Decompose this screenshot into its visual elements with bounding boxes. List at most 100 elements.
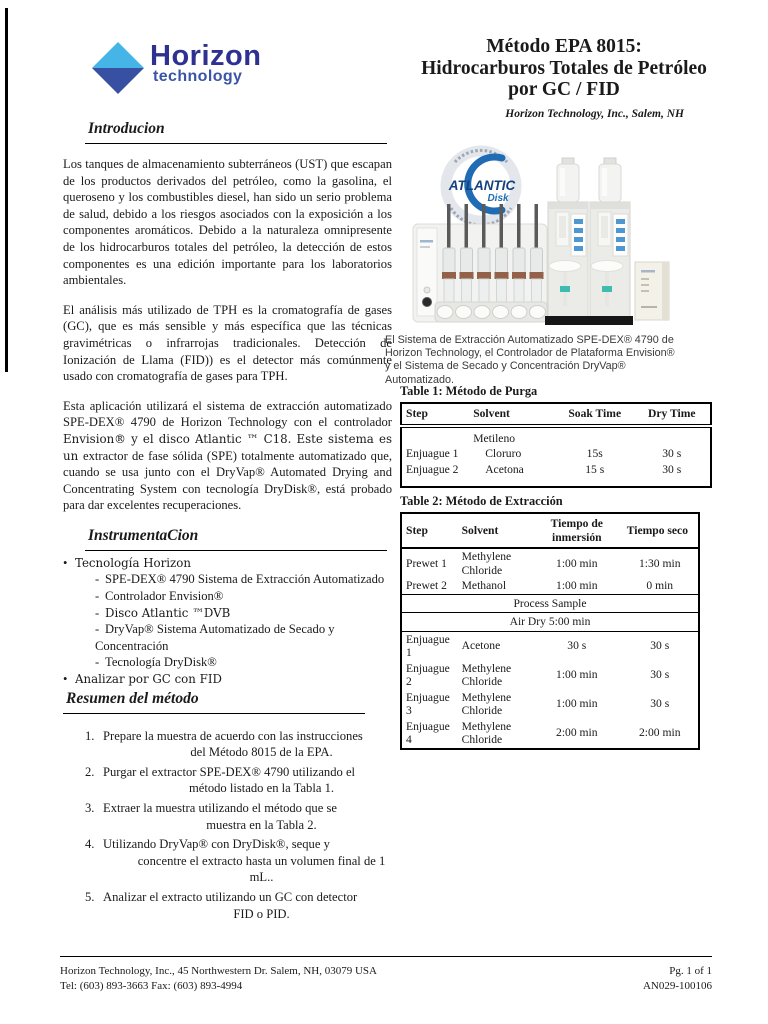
page-footer: Horizon Technology, Inc., 45 Northwester… (60, 956, 712, 994)
table2-cell: Methylene Chloride (461, 661, 512, 689)
table2-row: Enjuague 3 Methylene Chloride 1:00 min 30 s (401, 690, 699, 719)
purge-method-table: Step Solvent Soak Time Dry Time Metileno Enj… (400, 402, 712, 488)
left-column: Introducion Los tanques de almacenamient… (63, 120, 392, 922)
bullet-sub-item: - SPE-DEX® 4790 Sistema de Extracción Aut… (63, 571, 392, 588)
atlantic-disk-badge: ATLANTIC Disk (440, 145, 522, 227)
sub-item-label: Disco Atlantic ™DVB (105, 605, 231, 620)
footer-left: Horizon Technology, Inc., 45 Northwester… (60, 964, 377, 994)
table1-row: Metileno (401, 426, 711, 447)
table1-row: Enjuague 1 Cloruro 15s 30 s (401, 446, 711, 462)
table2-span-row: Process Sample (401, 594, 699, 613)
title-line-2: Hidrocarburos Totales de Petróleo (421, 57, 707, 79)
table2-span-cell: Air Dry 5:00 min (509, 615, 591, 628)
step-number: 3. (85, 801, 95, 815)
table2-header-cell: Solvent (461, 523, 499, 537)
table1-cell: Acetona (485, 462, 524, 476)
table2-row: Enjuague 2 Methylene Chloride 1:00 min 30 s (401, 661, 699, 690)
badge-text-atlantic: ATLANTIC (448, 178, 516, 193)
badge-text-disk: Disk (487, 193, 509, 204)
table1-cell (633, 426, 711, 447)
table2-cell: 1:30 min (638, 556, 681, 570)
table2-cell: 30 s (650, 639, 670, 653)
table2-cell: Enjuague 4 (406, 719, 450, 747)
table2-cell: 1:00 min (556, 668, 598, 682)
sub-item-label: Controlador Envision® (105, 589, 224, 604)
table1-block: Table 1: Método de Purga Step Solvent Soak… (400, 384, 712, 488)
table2-header-cell: Step (406, 523, 428, 537)
method-step: 3. Extraer la muestra utilizando el métod… (85, 800, 392, 817)
bullet-sub-item: - Disco Atlantic ™DVB (63, 605, 392, 622)
step-text-line1: Extraer la muestra utilizando el método … (103, 801, 337, 815)
table2-header-row: Step Solvent Tiempo de inmersión Tiempo sec… (401, 513, 699, 548)
table2-row: Enjuague 4 Methylene Chloride 2:00 min 2:00… (401, 719, 699, 749)
step-text-line1: Purgar el extractor SPE-DEX® 4790 utiliz… (103, 764, 356, 779)
spe-dex-tower-2 (587, 157, 633, 325)
intro-paragraph-3: Esta aplicación utilizará el sistema de … (63, 398, 392, 514)
table2-cell: Enjuague 1 (406, 632, 450, 660)
bullet-marker: • (63, 555, 68, 570)
table1-header-row: Step Solvent Soak Time Dry Time (401, 403, 711, 426)
footer-phone: Tel: (603) 893-3663 Fax: (603) 893-4994 (60, 980, 243, 992)
table2-cell: Enjuague 2 (406, 661, 450, 689)
extraction-method-table: Step Solvent Tiempo de inmersión Tiempo sec… (400, 512, 700, 750)
step-text-line2: concentre el extracto hasta un volumen f… (137, 853, 386, 885)
table2-span-row: Air Dry 5:00 min (401, 612, 699, 631)
bullet-item: • Analizar por GC con FID (63, 671, 392, 688)
table2-cell: Prewet 1 (406, 556, 447, 570)
step-text-line2: método listado en la Tabla 1. (188, 781, 335, 796)
table1-header-cell: Solvent (473, 407, 510, 420)
sub-item-marker: - (95, 589, 100, 604)
horizon-diamond-icon (92, 42, 144, 94)
table2-header-cell: Tiempo de inmersión (550, 517, 603, 544)
title-line-1: Método EPA 8015: (486, 36, 642, 57)
dryvap-stations (442, 204, 544, 304)
step-text-line1: Analizar el extracto utilizando un GC co… (103, 889, 358, 904)
table2-block: Table 2: Método de Extracción Step Solven… (400, 494, 700, 750)
table1-cell: Enjuague 2 (406, 462, 459, 476)
table2-cell: Methanol (461, 579, 507, 592)
step-text-line2: del Método 8015 de la EPA. (190, 745, 333, 760)
method-steps-list: 1. Prepare la muestra de acuerdo con las … (85, 728, 392, 923)
step-text-line2: FID o PID. (233, 906, 290, 921)
paragraph-3-segment-b: Envision® y el disco Atlantic ™ C18. Est… (63, 431, 392, 463)
paragraph-3-segment-a: Esta aplicación utilizará el sistema de … (63, 398, 392, 430)
table1-cell: 15s (586, 447, 603, 460)
sub-item-label: Tecnología DryDisk® (105, 655, 217, 670)
footer-page-number: Pg. 1 of 1 (669, 965, 712, 977)
bullet-marker: • (63, 672, 68, 687)
table1-header-cell: Step (406, 407, 428, 420)
table2-cell: Prewet 2 (406, 579, 447, 592)
table1-row: Enjuague 2 Acetona 15 s 30 s (401, 462, 711, 488)
intro-paragraph-1: Los tanques de almacenamiento subterráne… (63, 157, 392, 288)
table2-cell: 30 s (650, 697, 670, 711)
logo-wordmark: Horizon technology (150, 42, 261, 85)
table2-row: Prewet 2 Methanol 1:00 min 0 min (401, 578, 699, 594)
table1-header-cell: Dry Time (647, 407, 696, 420)
table2-cell: 30 s (567, 639, 587, 653)
table2-cell: 0 min (646, 579, 674, 592)
step-text-line1: Utilizando DryVap® con DryDisk®, seque y (103, 837, 330, 852)
sub-item-label: SPE-DEX® 4790 Sistema de Extracción Auto… (105, 572, 385, 587)
sub-item-marker: - (95, 622, 100, 637)
sub-item-marker: - (95, 655, 100, 670)
table2-cell: Acetone (461, 639, 501, 653)
sub-item-marker: - (95, 572, 100, 587)
table1-cell: 30 s (662, 447, 682, 460)
table2-cell: Methylene Chloride (461, 550, 512, 577)
table2-cell: Enjuague 3 (406, 690, 450, 718)
table1-cell: Metileno (473, 431, 516, 445)
table2-title: Table 2: Método de Extracción (400, 494, 563, 508)
table2-cell: 2:00 min (638, 726, 681, 740)
logo-sub-text: technology (153, 68, 243, 85)
logo-brand-text: Horizon (150, 40, 262, 72)
bullet-sub-item: - Controlador Envision® (63, 588, 392, 605)
table2-cell: 1:00 min (556, 556, 598, 570)
footer-doc-number: AN029-100106 (642, 980, 712, 992)
method-summary-heading: Resumen del método (63, 690, 365, 714)
footer-address: Horizon Technology, Inc., 45 Northwester… (60, 965, 377, 977)
table2-cell: 2:00 min (556, 726, 598, 740)
instrumentation-heading: InstrumentaCion (85, 527, 387, 551)
method-step: 1. Prepare la muestra de acuerdo con las … (85, 728, 392, 745)
figure-caption: El Sistema de Extracción Automatizado SP… (385, 334, 675, 386)
dryvap-wells (436, 305, 546, 319)
